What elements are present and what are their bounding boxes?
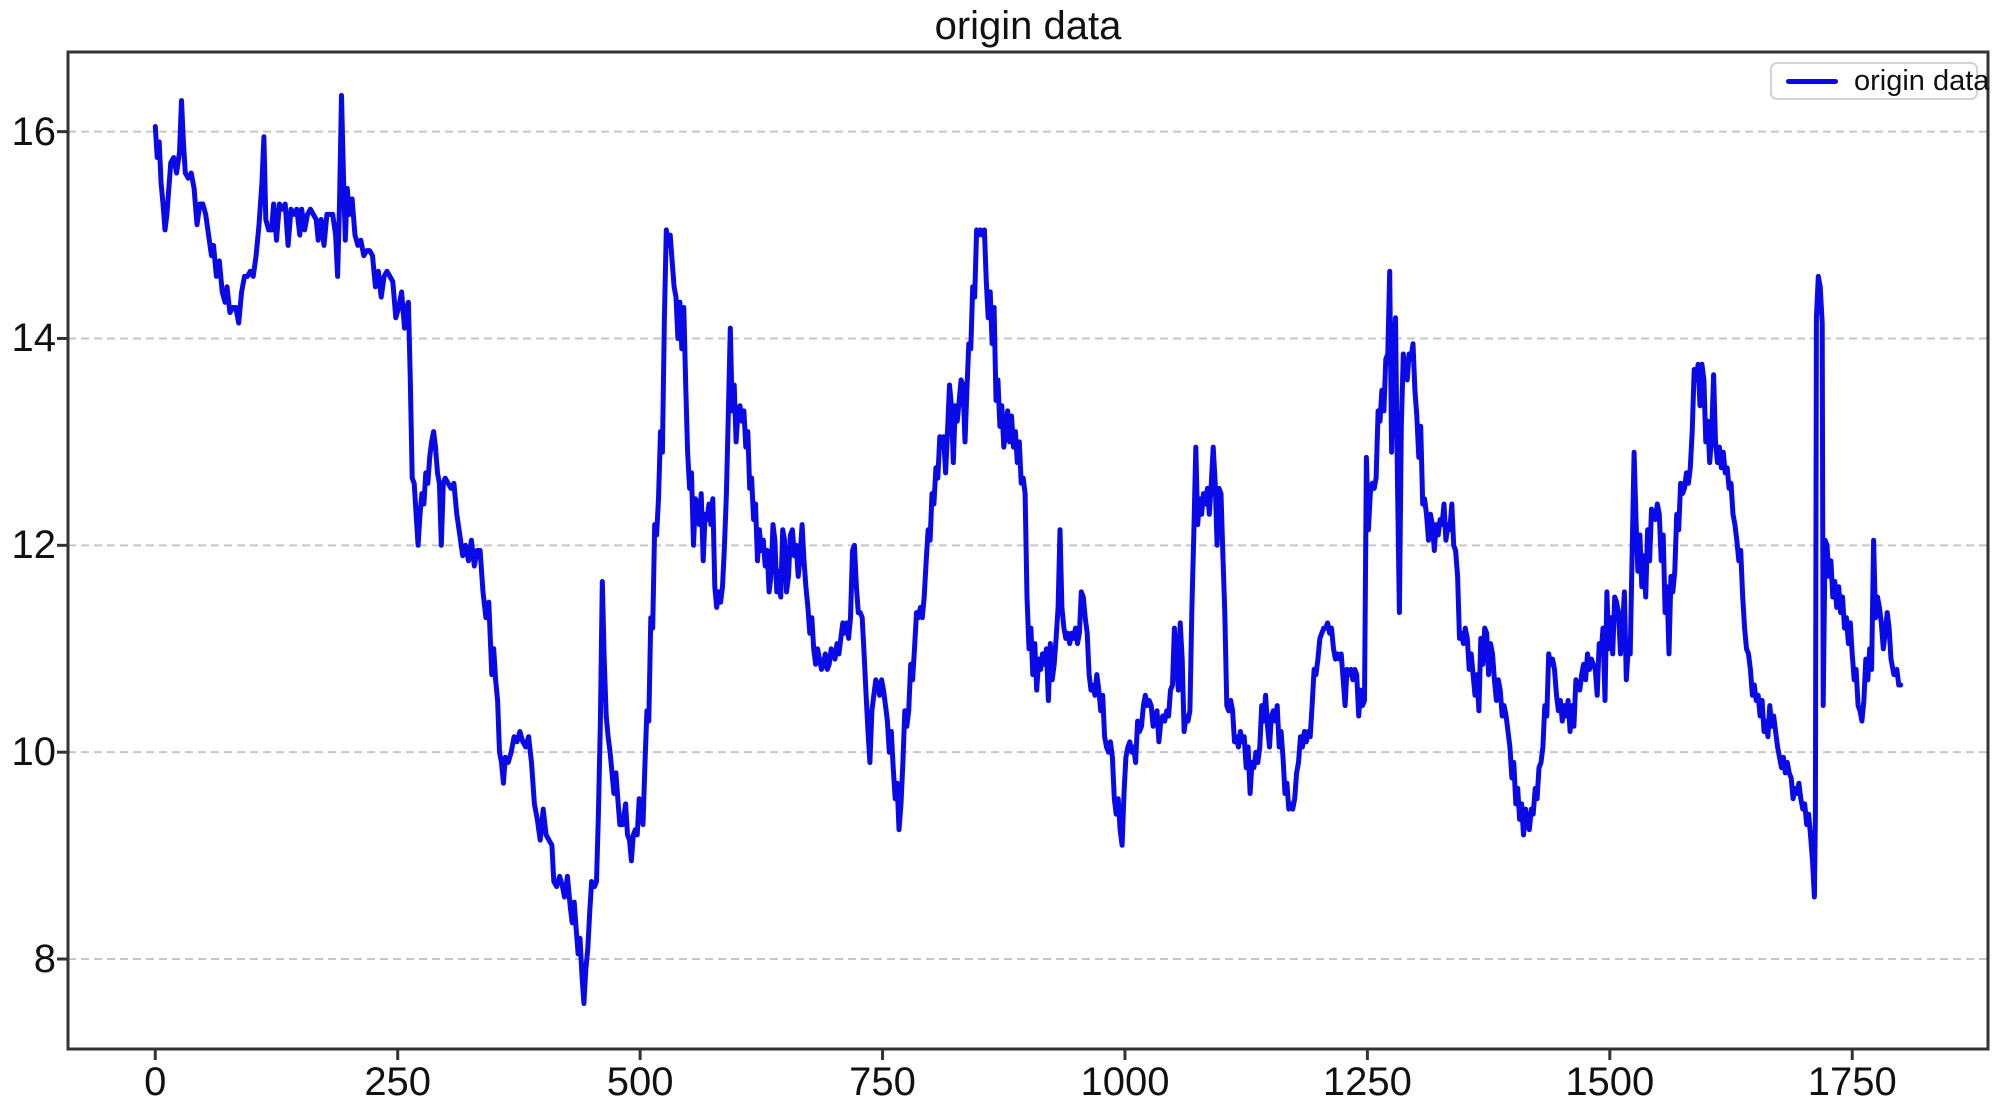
axes-spines (66, 50, 1990, 1051)
x-tick-label-1500: 1500 (1565, 1060, 1655, 1104)
y-tick-label-16: 16 (11, 109, 57, 154)
chart-title: origin data (934, 4, 1122, 48)
legend: origin data (1770, 62, 1989, 100)
legend-label: origin data (1854, 64, 1990, 97)
y-tick-label-8: 8 (33, 937, 56, 982)
y-tick-label-14: 14 (11, 316, 57, 361)
series-line-origin-data (152, 92, 1904, 1006)
x-tick-label-500: 500 (606, 1060, 674, 1104)
x-tick-label-1250: 1250 (1322, 1060, 1412, 1104)
x-tick-label-750: 750 (849, 1060, 916, 1104)
x-tick-label-250: 250 (364, 1060, 432, 1104)
y-tick-label-12: 12 (11, 523, 57, 568)
legend-line-sample-icon (1786, 78, 1838, 84)
x-tick-label-0: 0 (144, 1060, 167, 1104)
x-tick-label-1000: 1000 (1080, 1060, 1170, 1104)
y-tick-label-10: 10 (11, 730, 57, 775)
x-tick-label-1750: 1750 (1807, 1060, 1897, 1104)
